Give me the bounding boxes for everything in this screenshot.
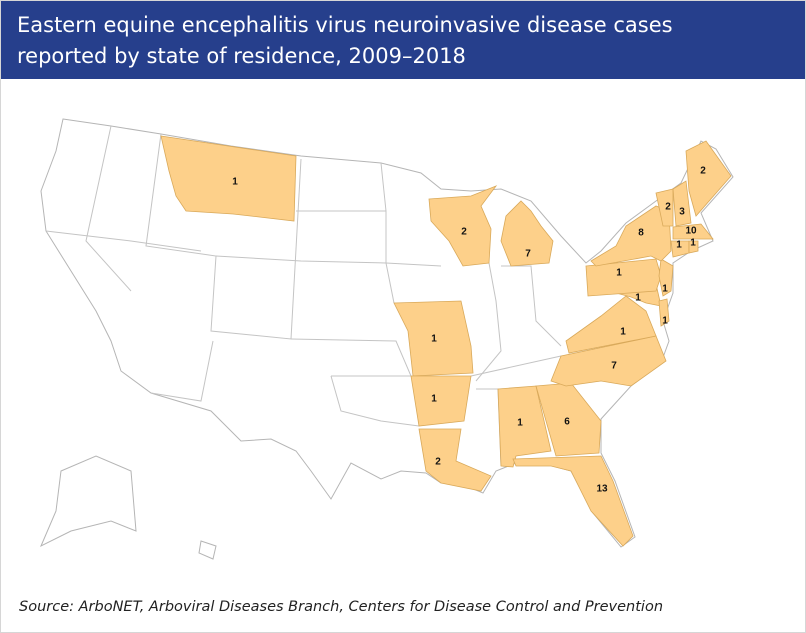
case-count: 8 bbox=[638, 228, 644, 239]
state-border bbox=[85, 125, 132, 292]
case-count: 1 bbox=[616, 268, 622, 279]
state-region bbox=[410, 375, 472, 427]
state-border bbox=[475, 262, 502, 382]
state-region bbox=[658, 258, 674, 297]
state-region bbox=[685, 140, 732, 217]
state-border bbox=[145, 133, 302, 340]
state-region bbox=[585, 258, 662, 297]
case-count: 2 bbox=[665, 202, 671, 213]
state-region bbox=[658, 298, 670, 327]
case-count: 2 bbox=[461, 227, 467, 238]
state-region bbox=[512, 455, 634, 547]
state-region bbox=[418, 428, 492, 492]
title: Eastern equine encephalitis virus neuroi… bbox=[17, 13, 673, 68]
state-border bbox=[330, 375, 420, 427]
case-count: 1 bbox=[517, 418, 523, 429]
hawaii bbox=[198, 540, 217, 560]
state-region bbox=[672, 180, 692, 227]
source-note: Source: ArboNET, Arboviral Diseases Bran… bbox=[19, 599, 664, 615]
state-region bbox=[688, 240, 699, 254]
alaska bbox=[40, 455, 137, 548]
state-border bbox=[470, 355, 562, 377]
case-count: 2 bbox=[435, 457, 441, 468]
state-region bbox=[565, 295, 657, 354]
case-count: 1 bbox=[662, 316, 668, 327]
case-count: 1 bbox=[232, 177, 238, 188]
case-count: 6 bbox=[564, 417, 570, 428]
state-region bbox=[672, 223, 714, 240]
state-border bbox=[290, 338, 412, 377]
state-region bbox=[500, 200, 554, 267]
case-count: 1 bbox=[431, 394, 437, 405]
state-region bbox=[428, 185, 498, 267]
state-region bbox=[393, 300, 474, 377]
state-region bbox=[160, 135, 297, 222]
state-border bbox=[150, 340, 214, 402]
state-region bbox=[590, 205, 672, 267]
state-border bbox=[215, 255, 442, 267]
case-count: 7 bbox=[525, 249, 531, 260]
state-border bbox=[45, 230, 202, 252]
case-count: 2 bbox=[700, 166, 706, 177]
case-count: 7 bbox=[611, 361, 617, 372]
header: Eastern equine encephalitis virus neuroi… bbox=[1, 1, 805, 79]
case-count: 1 bbox=[676, 240, 682, 251]
case-count: 1 bbox=[690, 238, 696, 249]
case-count: 10 bbox=[685, 226, 697, 237]
case-count: 13 bbox=[596, 484, 608, 495]
case-count: 3 bbox=[679, 207, 685, 218]
case-count: 1 bbox=[635, 293, 641, 304]
state-region bbox=[550, 335, 667, 387]
state-region bbox=[655, 188, 674, 227]
case-count: 1 bbox=[662, 284, 668, 295]
state-border bbox=[380, 162, 395, 304]
case-count: 1 bbox=[620, 327, 626, 338]
case-count: 1 bbox=[431, 334, 437, 345]
